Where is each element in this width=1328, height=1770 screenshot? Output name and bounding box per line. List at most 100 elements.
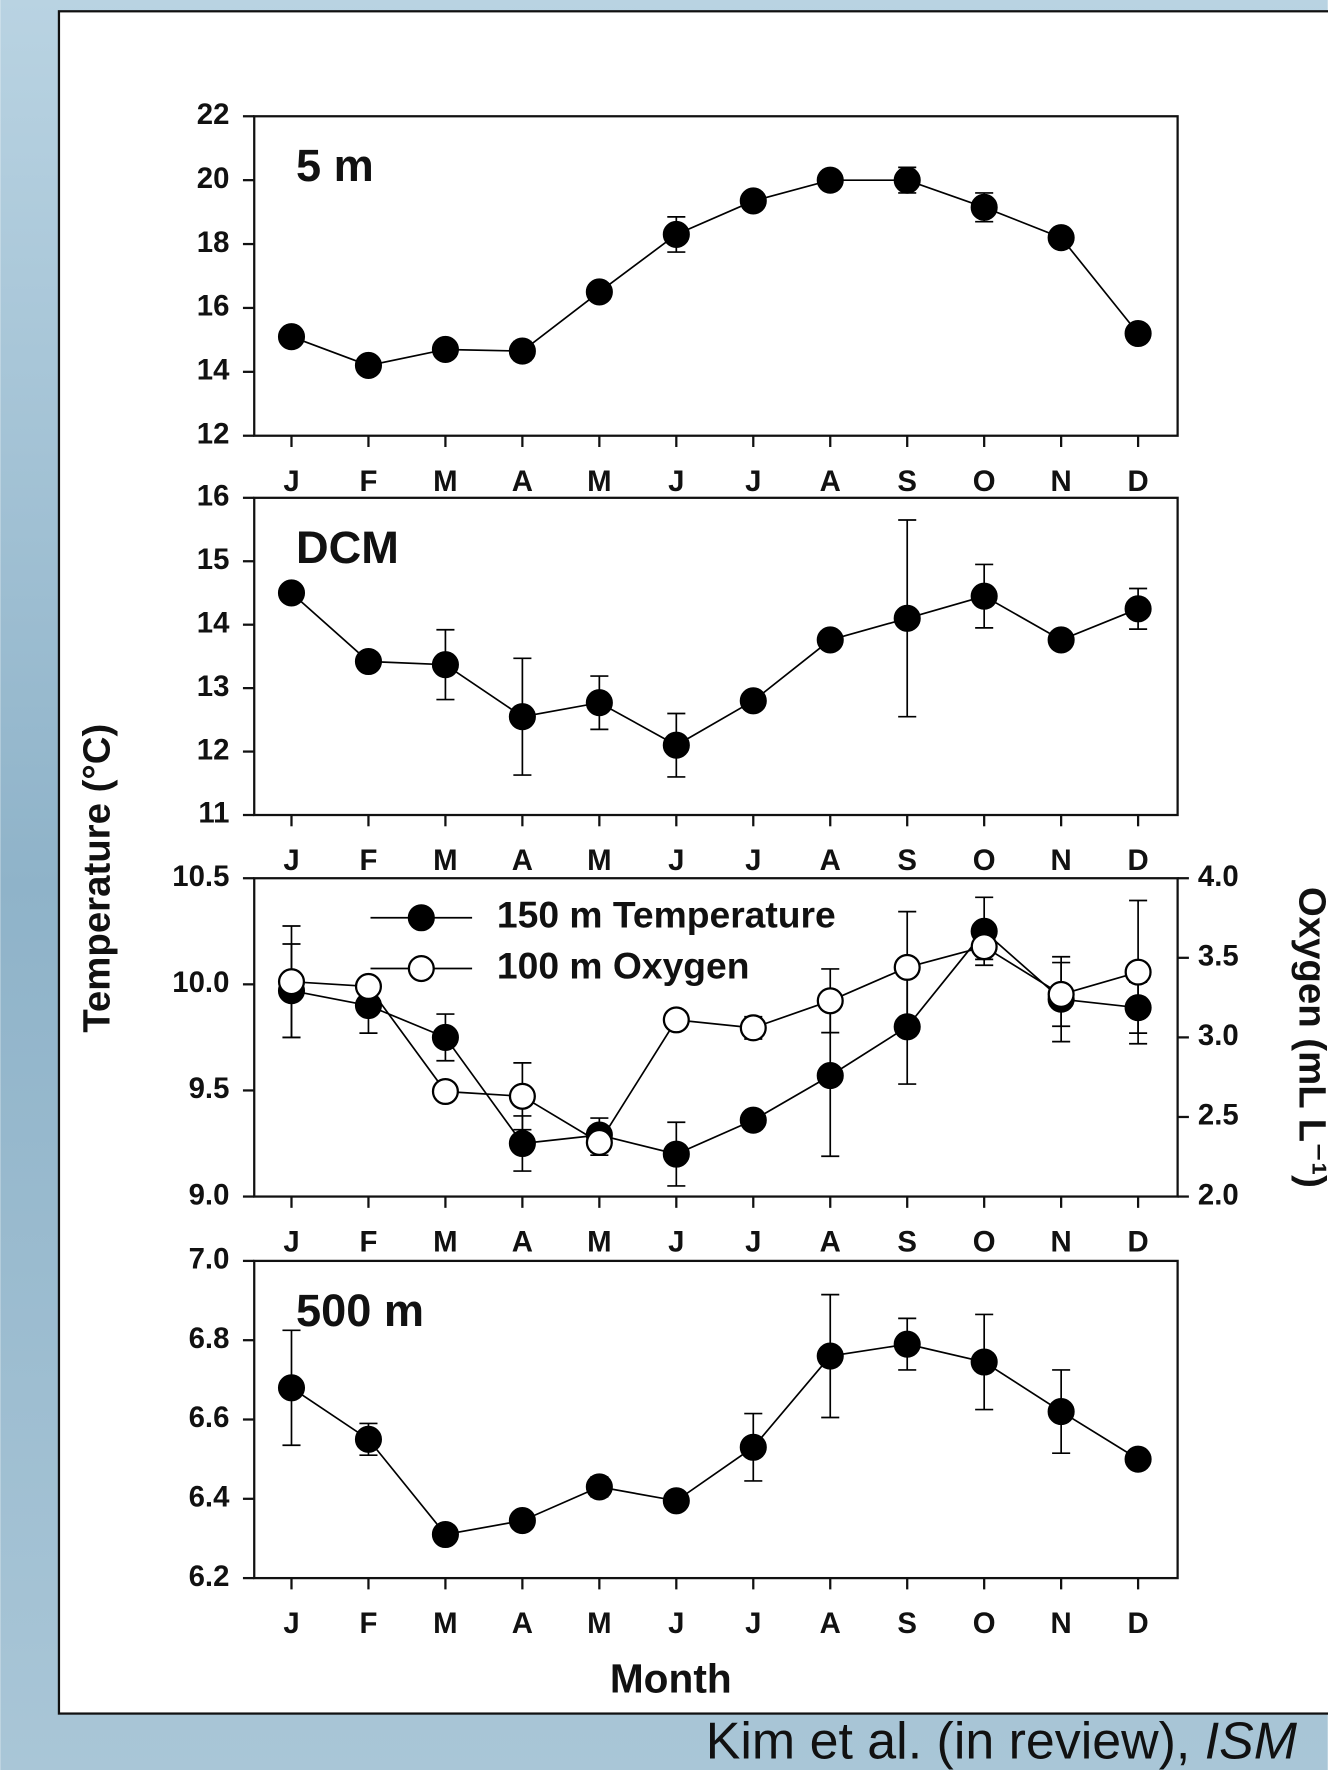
- data-point: [662, 1140, 690, 1168]
- data-point: [1047, 1398, 1075, 1426]
- x-tick-label: J: [283, 465, 299, 498]
- data-point: [1047, 626, 1075, 654]
- data-point: [431, 651, 459, 679]
- x-tick-label: O: [973, 1226, 996, 1259]
- data-point: [739, 687, 767, 715]
- data-point: [277, 579, 306, 607]
- series-line: [291, 1343, 1139, 1536]
- y2-axis-title: Oxygen (mL L⁻¹): [1291, 887, 1328, 1188]
- x-tick-label: D: [1128, 465, 1149, 498]
- y-tick-label: 11: [198, 797, 229, 830]
- data-point: [816, 166, 844, 194]
- y-tick-label: 16: [197, 480, 230, 513]
- x-tick-label: J: [668, 844, 684, 877]
- y2-tick-label: 3.0: [1198, 1019, 1239, 1052]
- data-point: [662, 1006, 690, 1034]
- data-point: [970, 1348, 998, 1376]
- data-point: [816, 626, 844, 654]
- data-point: [816, 1062, 844, 1090]
- data-point: [508, 1129, 536, 1158]
- data-point: [354, 647, 382, 676]
- x-tick-label: M: [587, 1607, 611, 1640]
- data-point: [585, 1128, 613, 1156]
- x-tick-label: O: [973, 1607, 996, 1640]
- x-tick-label: M: [433, 1607, 457, 1640]
- x-tick-label: J: [668, 1607, 684, 1640]
- y-axis-title: Temperature (°C): [76, 724, 119, 1033]
- data-point: [662, 731, 690, 759]
- y-tick-label: 14: [197, 354, 230, 387]
- x-tick-label: N: [1051, 1607, 1072, 1640]
- data-point: [354, 1425, 382, 1453]
- data-point: [277, 1374, 306, 1402]
- data-point: [508, 1507, 536, 1535]
- x-tick-label: N: [1051, 1226, 1072, 1259]
- x-tick-label: J: [283, 844, 299, 877]
- data-point: [739, 1014, 767, 1042]
- data-point: [739, 1433, 767, 1461]
- x-tick-label: J: [283, 1607, 299, 1640]
- panel-label: 5 m: [296, 140, 374, 191]
- data-point: [739, 1106, 767, 1134]
- data-point: [1124, 595, 1152, 623]
- data-point: [1124, 958, 1152, 986]
- data-point: [970, 933, 998, 961]
- y-tick-label: 9.5: [189, 1072, 230, 1105]
- data-point: [585, 278, 613, 306]
- data-point: [277, 968, 306, 996]
- x-tick-label: F: [359, 1226, 377, 1259]
- data-point: [1047, 224, 1075, 252]
- x-tick-label: J: [283, 1226, 299, 1259]
- y-tick-label: 15: [197, 543, 230, 576]
- x-tick-label: A: [512, 1226, 533, 1259]
- x-tick-label: N: [1051, 844, 1072, 877]
- data-point: [970, 193, 998, 221]
- x-tick-label: A: [820, 1607, 841, 1640]
- y-tick-label: 16: [197, 290, 230, 323]
- data-point: [1124, 319, 1152, 348]
- x-tick-label: M: [587, 844, 611, 877]
- y2-tick-label: 2.5: [1198, 1099, 1239, 1132]
- data-point: [893, 604, 921, 632]
- y-tick-label: 7.0: [189, 1243, 230, 1276]
- data-point: [585, 1473, 613, 1501]
- y-tick-label: 12: [197, 417, 230, 450]
- data-point: [508, 703, 536, 731]
- x-tick-label: S: [897, 1226, 917, 1259]
- data-point: [431, 1520, 459, 1549]
- x-tick-label: N: [1051, 465, 1072, 498]
- legend-label: 100 m Oxygen: [497, 944, 750, 986]
- data-point: [662, 220, 690, 249]
- y-tick-label: 20: [197, 162, 230, 195]
- data-point: [585, 689, 613, 717]
- data-point: [739, 187, 767, 215]
- data-point: [508, 1082, 536, 1110]
- data-point: [277, 323, 306, 351]
- y-tick-label: 9.0: [189, 1178, 230, 1211]
- data-point: [1124, 1445, 1152, 1473]
- x-tick-label: M: [433, 465, 457, 498]
- y-tick-label: 13: [197, 670, 230, 703]
- x-tick-label: O: [973, 465, 996, 498]
- x-tick-label: M: [433, 844, 457, 877]
- y-tick-label: 6.4: [189, 1481, 230, 1514]
- data-point: [893, 1330, 921, 1358]
- x-tick-label: M: [587, 1226, 611, 1259]
- data-point: [354, 972, 382, 1001]
- x-tick-label: J: [745, 1226, 761, 1259]
- y-tick-label: 6.8: [189, 1322, 230, 1355]
- data-point: [970, 582, 998, 610]
- y-tick-label: 6.2: [189, 1560, 230, 1593]
- plot-frame: [253, 115, 1179, 437]
- x-tick-label: J: [745, 465, 761, 498]
- series-line: [291, 945, 1139, 1144]
- x-tick-label: D: [1128, 1226, 1149, 1259]
- citation-authors: Kim et al. (in review),: [706, 1713, 1205, 1770]
- legend-marker: [407, 904, 435, 932]
- x-tick-label: S: [897, 465, 917, 498]
- x-tick-label: J: [745, 1607, 761, 1640]
- citation-journal: ISM: [1205, 1713, 1298, 1770]
- x-tick-label: S: [897, 844, 917, 877]
